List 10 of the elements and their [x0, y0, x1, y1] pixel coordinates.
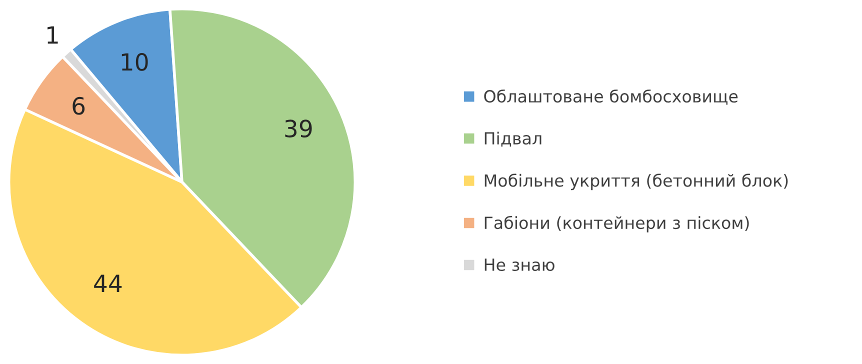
- data-label: 39: [285, 120, 312, 138]
- legend-label: Не знаю: [484, 258, 554, 272]
- legend-label: Габіони (контейнери з піском): [484, 216, 749, 232]
- legend-label: Мобільне укриття (бетонний блок): [484, 174, 788, 190]
- data-label: 44: [94, 274, 122, 292]
- data-label: 10: [122, 53, 148, 71]
- legend-label: Підвал: [484, 132, 542, 147]
- data-label: 1: [48, 26, 58, 44]
- data-label: 6: [72, 96, 85, 115]
- legend-label: Облаштоване бомбосховище: [484, 89, 738, 105]
